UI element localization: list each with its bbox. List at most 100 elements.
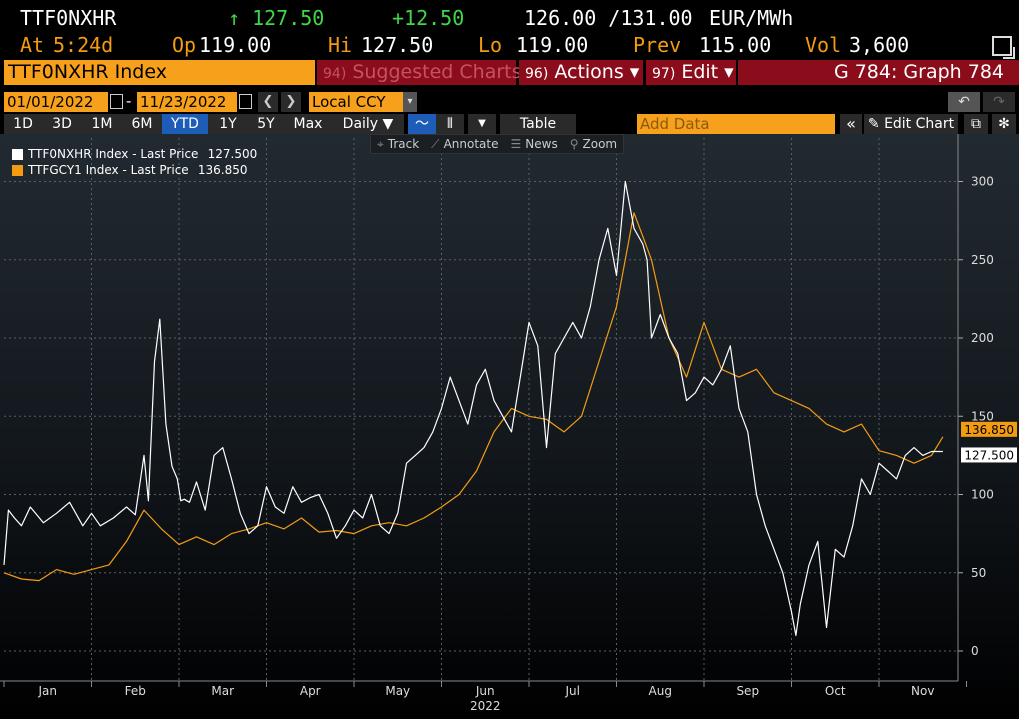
magnifier-icon: ⚲: [569, 137, 579, 151]
redo-button[interactable]: ↷: [983, 92, 1015, 112]
net-change: +12.50: [392, 6, 465, 30]
x-axis-year-label: 2022: [470, 699, 501, 713]
chart-type-chevron-icon[interactable]: ▼: [468, 114, 496, 134]
chart-area[interactable]: 0 50 100 150 200 250 300 Jan Feb Mar Apr May Jun Jul A…: [0, 134, 1019, 719]
x-tick-label: Oct: [825, 684, 846, 698]
legend-series-value: 136.850: [197, 163, 248, 177]
x-tick-label: Aug: [649, 684, 672, 698]
start-date-field[interactable]: 01/01/2022: [4, 92, 108, 112]
suggested-charts-number: 94): [323, 66, 347, 82]
edit-menu-button[interactable]: 97) Edit ▾: [646, 60, 736, 85]
zoom-tool[interactable]: ⚲ Zoom: [564, 135, 623, 153]
at-label: At: [20, 33, 45, 57]
y-tick-label: 100: [971, 488, 994, 502]
prev-label: Prev: [633, 33, 682, 57]
add-data-input[interactable]: [637, 114, 835, 134]
x-tick-label: Nov: [911, 684, 934, 698]
at-value: 5:24d: [53, 33, 114, 57]
expand-icon[interactable]: [992, 36, 1015, 59]
date-range-row: 01/01/2022 - 11/23/2022 ❮ ❯ Local CCY ▾ …: [0, 92, 1019, 112]
pencil-icon: ✎: [867, 116, 880, 132]
chevron-down-icon[interactable]: ▾: [403, 92, 417, 112]
date-separator: -: [126, 92, 132, 110]
legend-item[interactable]: TTFGCY1 Index - Last Price 136.850: [12, 162, 257, 178]
y-tick-label: 50: [971, 566, 986, 580]
x-tick-label: Apr: [300, 684, 321, 698]
open-label: Op: [172, 33, 197, 57]
x-tick-label: Jun: [475, 684, 495, 698]
suggested-charts-button[interactable]: 94) Suggested Charts: [317, 60, 522, 85]
start-calendar-icon[interactable]: [110, 94, 123, 109]
high-label: Hi: [328, 33, 353, 57]
legend-series-name: TTFGCY1 Index - Last Price: [28, 163, 189, 177]
chart-legend: TTF0NXHR Index - Last Price 127.500 TTFG…: [12, 146, 257, 178]
actions-label: Actions ▾: [554, 61, 640, 83]
y-tick-label: 300: [971, 175, 994, 189]
volume-label: Vol: [805, 33, 842, 57]
high-value: 127.50: [361, 33, 434, 57]
news-tool[interactable]: ☰ News: [505, 135, 564, 153]
legend-series-name: TTF0NXHR Index - Last Price: [28, 147, 199, 161]
price-unit: EUR/MWh: [709, 6, 794, 30]
end-calendar-icon[interactable]: [239, 94, 252, 109]
crosshair-icon: ⌖: [377, 137, 384, 151]
prev-period-button[interactable]: ❮: [258, 92, 278, 112]
open-value: 119.00: [199, 33, 272, 57]
bar-chart-icon[interactable]: ⫴: [436, 114, 464, 134]
chart-toolbar: 1D 3D 1M 6M YTD 1Y 5Y Max Daily ▼ 〜 ⫴ ▼ …: [0, 114, 1019, 134]
range-3d[interactable]: 3D: [42, 114, 82, 134]
frequency-select[interactable]: Daily ▼: [332, 114, 404, 134]
actions-number: 96): [525, 66, 549, 82]
range-5y[interactable]: 5Y: [248, 114, 284, 134]
legend-item[interactable]: TTF0NXHR Index - Last Price 127.500: [12, 146, 257, 162]
range-max[interactable]: Max: [284, 114, 332, 134]
last-value-label: 136.850: [964, 423, 1014, 437]
last-value-label: 127.500: [964, 448, 1014, 462]
y-tick-label: 150: [971, 409, 994, 423]
legend-series-value: 127.500: [207, 147, 258, 161]
edit-label: Edit ▾: [681, 61, 734, 83]
next-period-button[interactable]: ❯: [281, 92, 301, 112]
annotate-tool[interactable]: ⟋ Annotate: [425, 135, 504, 153]
security-title: TTF0NXHR Index: [4, 60, 315, 85]
annotate-icon: ⟋: [431, 137, 440, 151]
x-tick-label: Jul: [565, 684, 580, 698]
low-value: 119.00: [516, 33, 589, 57]
series-line-1: [3, 212, 944, 582]
y-tick-label: 250: [971, 253, 994, 267]
line-chart-icon[interactable]: 〜: [408, 114, 436, 134]
x-tick-label: Jan: [38, 684, 58, 698]
legend-swatch: [12, 165, 23, 176]
last-price: ↑ 127.50: [228, 6, 325, 30]
quote-header: TTF0NXHR ↑ 127.50 +12.50 126.00 /131.00 …: [0, 6, 1019, 32]
chart-tools: ⌖ Track ⟋ Annotate ☰ News ⚲ Zoom: [370, 134, 625, 154]
currency-select[interactable]: Local CCY: [309, 92, 403, 112]
news-icon: ☰: [510, 137, 522, 151]
x-tick-label: Sep: [736, 684, 759, 698]
price-chart[interactable]: 0 50 100 150 200 250 300 Jan Feb Mar Apr May Jun Jul A…: [0, 134, 1019, 719]
volume-value: 3,600: [849, 33, 910, 57]
annotate-label: Annotate: [443, 137, 499, 151]
track-label: Track: [387, 137, 420, 151]
end-date-field[interactable]: 11/23/2022: [137, 92, 237, 112]
actions-menu-button[interactable]: 96) Actions ▾: [519, 60, 643, 85]
range-1d[interactable]: 1D: [4, 114, 42, 134]
track-tool[interactable]: ⌖ Track: [371, 135, 425, 153]
edit-chart-button[interactable]: ✎ Edit Chart: [864, 114, 958, 134]
last-value-tag: [961, 447, 1017, 463]
export-icon[interactable]: ⧉: [964, 114, 988, 134]
range-ytd[interactable]: YTD: [162, 114, 208, 134]
range-1m[interactable]: 1M: [82, 114, 122, 134]
range-6m[interactable]: 6M: [122, 114, 162, 134]
prev-value: 115.00: [699, 33, 772, 57]
zoom-label: Zoom: [582, 137, 618, 151]
edit-number: 97): [652, 66, 676, 82]
range-1y[interactable]: 1Y: [208, 114, 248, 134]
gear-icon[interactable]: ✻: [992, 114, 1016, 134]
undo-button[interactable]: ↶: [948, 92, 980, 112]
x-tick-label: May: [385, 684, 410, 698]
suggested-charts-label: Suggested Charts: [352, 61, 522, 83]
ohlc-row: At 5:24d Op 119.00 Hi 127.50 Lo 119.00 P…: [0, 33, 1019, 59]
collapse-icon[interactable]: «: [840, 114, 862, 134]
table-button[interactable]: Table: [500, 114, 576, 134]
